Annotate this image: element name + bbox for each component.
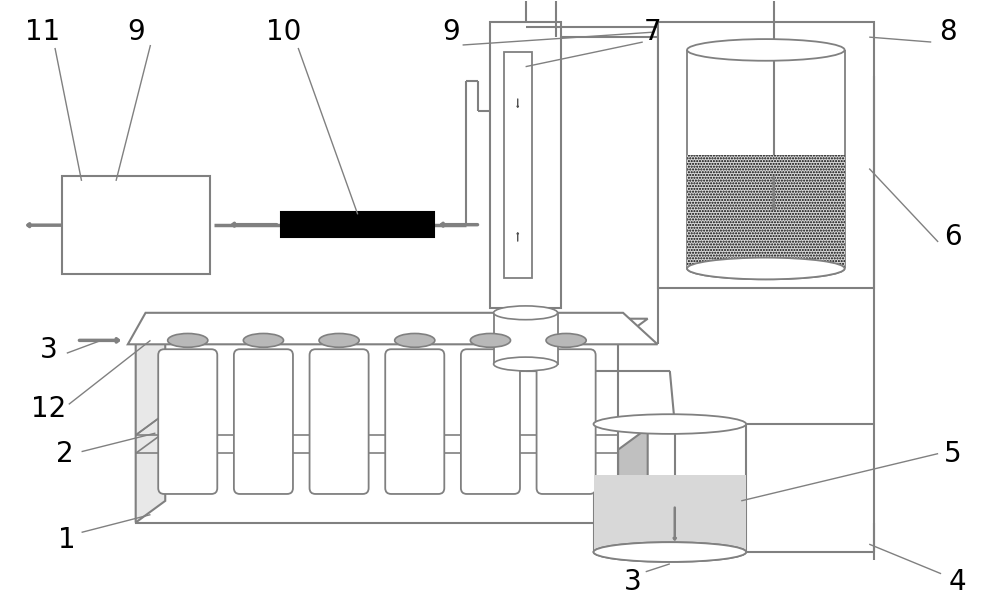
Polygon shape (136, 319, 165, 523)
Ellipse shape (494, 306, 558, 320)
Text: 9: 9 (127, 18, 145, 46)
FancyBboxPatch shape (461, 349, 520, 494)
FancyBboxPatch shape (310, 349, 369, 494)
Bar (494, 313, 558, 364)
Ellipse shape (395, 334, 435, 347)
Ellipse shape (594, 542, 746, 562)
Ellipse shape (546, 334, 586, 347)
FancyBboxPatch shape (385, 349, 444, 494)
Ellipse shape (687, 258, 845, 279)
Ellipse shape (687, 258, 845, 279)
Bar (281, 212, 434, 237)
Text: 3: 3 (624, 568, 642, 596)
Ellipse shape (470, 334, 511, 347)
Ellipse shape (319, 334, 359, 347)
Text: 7: 7 (644, 18, 661, 46)
FancyBboxPatch shape (234, 349, 293, 494)
Polygon shape (136, 319, 648, 340)
Text: 4: 4 (949, 568, 967, 596)
Text: 3: 3 (40, 336, 58, 364)
FancyBboxPatch shape (158, 349, 217, 494)
Ellipse shape (243, 334, 284, 347)
Text: 6: 6 (944, 223, 962, 251)
Ellipse shape (494, 357, 558, 371)
FancyBboxPatch shape (537, 349, 596, 494)
Bar (594, 475, 746, 552)
Text: 5: 5 (944, 440, 962, 468)
Text: 12: 12 (31, 395, 67, 423)
Polygon shape (618, 428, 648, 523)
Bar (658, 22, 874, 288)
Text: 1: 1 (58, 526, 76, 554)
Bar (687, 155, 845, 269)
Ellipse shape (594, 542, 746, 562)
Bar (504, 52, 532, 278)
Ellipse shape (687, 39, 845, 61)
Bar (136, 340, 618, 523)
Text: 9: 9 (442, 18, 460, 46)
Text: 10: 10 (266, 18, 301, 46)
Ellipse shape (168, 334, 208, 347)
Text: 11: 11 (25, 18, 60, 46)
Bar (62, 176, 210, 274)
Polygon shape (128, 313, 658, 344)
Ellipse shape (594, 414, 746, 434)
Text: 2: 2 (56, 440, 74, 468)
Bar (490, 22, 561, 308)
Text: 8: 8 (939, 18, 957, 46)
